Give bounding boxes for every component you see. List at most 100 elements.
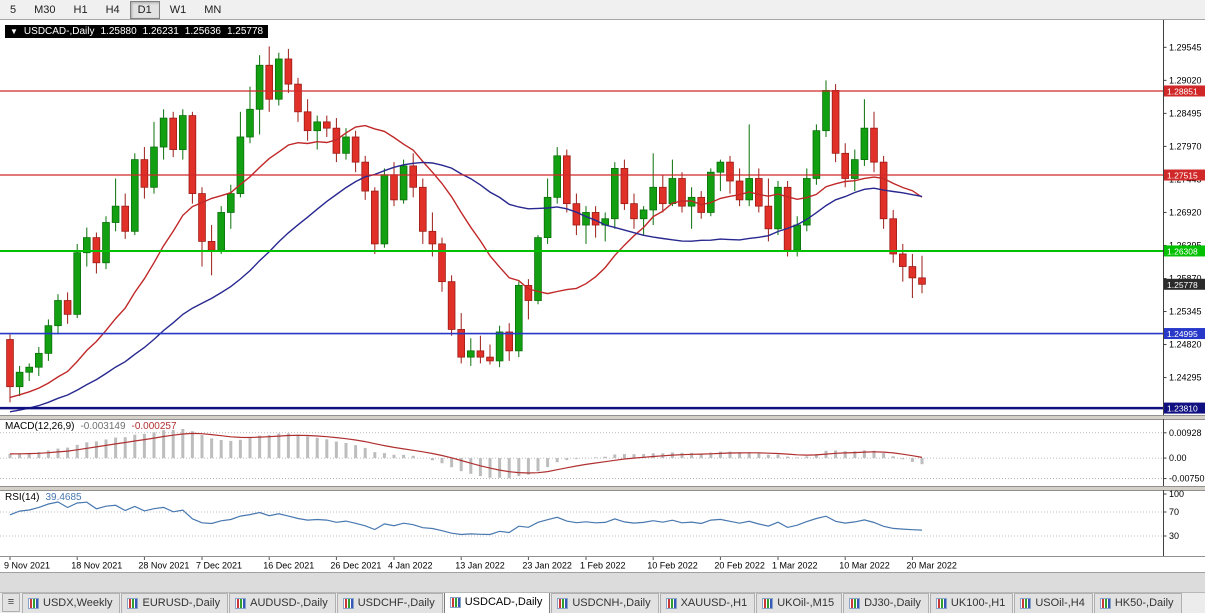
svg-text:26 Dec 2021: 26 Dec 2021 bbox=[330, 561, 381, 571]
chart-tab-label: USOil-,H4 bbox=[1035, 597, 1085, 609]
macd-indicator-label: MACD(12,26,9) -0.003149 -0.000257 bbox=[5, 421, 177, 432]
chart-tab-label: XAUUSD-,H1 bbox=[680, 597, 748, 609]
chart-tab-label: HK50-,Daily bbox=[1114, 597, 1174, 609]
rsi-line bbox=[9, 501, 923, 536]
chart-thumbnail-icon bbox=[849, 597, 861, 609]
horizontal-lines[interactable] bbox=[0, 90, 1163, 410]
svg-text:1.24820: 1.24820 bbox=[1169, 340, 1202, 350]
chart-tab-usdchf-daily[interactable]: USDCHF-,Daily bbox=[336, 593, 443, 613]
chart-tab-label: DJ30-,Daily bbox=[864, 597, 921, 609]
macd-main-value: -0.003149 bbox=[80, 421, 126, 432]
timeframe-button-5[interactable]: 5 bbox=[10, 3, 17, 16]
svg-text:16 Dec 2021: 16 Dec 2021 bbox=[263, 561, 314, 571]
macd-title: MACD(12,26,9) bbox=[5, 421, 75, 432]
bar-high-value: 1.26231 bbox=[142, 26, 179, 37]
chart-thumbnail-icon bbox=[935, 597, 947, 609]
chart-tab-usdcnh-daily[interactable]: USDCNH-,Daily bbox=[551, 593, 659, 613]
svg-text:1.25870: 1.25870 bbox=[1169, 274, 1202, 284]
chart-thumbnail-icon bbox=[1020, 597, 1032, 609]
svg-text:1.27970: 1.27970 bbox=[1169, 141, 1202, 151]
svg-text:13 Jan 2022: 13 Jan 2022 bbox=[455, 561, 505, 571]
chart-tab-label: UKOil-,M15 bbox=[777, 597, 835, 609]
timeframe-button-w1[interactable]: W1 bbox=[169, 3, 187, 16]
chart-tab-label: USDX,Weekly bbox=[43, 597, 113, 609]
timeframe-button-h4[interactable]: H4 bbox=[105, 3, 120, 16]
chart-thumbnail-icon bbox=[557, 597, 569, 609]
chart-thumbnail-icon bbox=[665, 597, 677, 609]
chart-tab-label: EURUSD-,Daily bbox=[142, 597, 221, 609]
svg-text:10 Mar 2022: 10 Mar 2022 bbox=[839, 561, 890, 571]
collapse-icon[interactable]: ▼ bbox=[10, 27, 18, 36]
chart-thumbnail-icon bbox=[449, 596, 461, 608]
ma-fast-line bbox=[9, 124, 923, 399]
svg-text:1.26920: 1.26920 bbox=[1169, 207, 1202, 217]
svg-text:20 Mar 2022: 20 Mar 2022 bbox=[906, 561, 957, 571]
svg-text:28 Nov 2021: 28 Nov 2021 bbox=[138, 561, 189, 571]
panel-separator[interactable] bbox=[0, 486, 1205, 491]
chart-tab-label: AUDUSD-,Daily bbox=[250, 597, 328, 609]
chart-tab-label: USDCNH-,Daily bbox=[572, 597, 651, 609]
svg-text:30: 30 bbox=[1169, 531, 1179, 541]
svg-text:4 Jan 2022: 4 Jan 2022 bbox=[388, 561, 433, 571]
chart-tab-label: USDCAD-,Daily bbox=[464, 596, 543, 608]
chart-tabbar: ≡ USDX,Weekly EURUSD-,Daily AUDUSD-,Daily US… bbox=[0, 592, 1205, 613]
chart-thumbnail-icon bbox=[762, 597, 774, 609]
svg-text:1.28495: 1.28495 bbox=[1169, 108, 1202, 118]
chart-thumbnail-icon bbox=[1099, 597, 1111, 609]
macd-signal-value: -0.000257 bbox=[131, 421, 177, 432]
svg-text:1.25345: 1.25345 bbox=[1169, 307, 1202, 317]
chart-tab-ukoil-m15[interactable]: UKOil-,M15 bbox=[756, 593, 843, 613]
svg-text:70: 70 bbox=[1169, 507, 1179, 517]
ma-slow-line bbox=[9, 161, 923, 413]
bar-open-value: 1.25880 bbox=[100, 26, 137, 37]
chart-tab-uk100-h1[interactable]: UK100-,H1 bbox=[929, 593, 1014, 613]
chart-tab-dj30-daily[interactable]: DJ30-,Daily bbox=[843, 593, 929, 613]
rsi-grid bbox=[0, 511, 1163, 537]
svg-text:-0.00750: -0.00750 bbox=[1169, 474, 1205, 484]
chart-tab-xauusd-h1[interactable]: XAUUSD-,H1 bbox=[659, 593, 756, 613]
timeframe-button-d1[interactable]: D1 bbox=[129, 0, 160, 19]
svg-text:1 Feb 2022: 1 Feb 2022 bbox=[580, 561, 626, 571]
timeframe-toolbar: 5 M30 H1 H4 D1 W1 MN bbox=[0, 0, 1205, 20]
chart-tab-usdcad-daily[interactable]: USDCAD-,Daily bbox=[443, 593, 551, 613]
scroll-strip bbox=[0, 572, 1205, 592]
macd-signal-line bbox=[9, 432, 923, 474]
timeframe-button-h1[interactable]: H1 bbox=[73, 3, 88, 16]
chart-svg[interactable]: 1.295451.290201.284951.279701.274451.269… bbox=[0, 20, 1205, 572]
date-axis: 9 Nov 2021 18 Nov 2021 28 Nov 2021 7 Dec 20… bbox=[4, 557, 957, 571]
rsi-axis: 100 70 30 bbox=[1163, 489, 1184, 556]
svg-text:1.29020: 1.29020 bbox=[1169, 75, 1202, 85]
svg-text:7 Dec 2021: 7 Dec 2021 bbox=[196, 561, 242, 571]
timeframe-button-m30[interactable]: M30 bbox=[34, 3, 56, 16]
svg-text:1.27515: 1.27515 bbox=[1167, 171, 1198, 181]
chart-tab-label: USDCHF-,Daily bbox=[357, 597, 435, 609]
chart-tab-eurusd-daily[interactable]: EURUSD-,Daily bbox=[121, 593, 229, 613]
svg-text:9 Nov 2021: 9 Nov 2021 bbox=[4, 561, 50, 571]
tab-list-menu-icon[interactable]: ≡ bbox=[2, 593, 20, 612]
chart-title-overlay: ▼ USDCAD-,Daily 1.25880 1.26231 1.25636 … bbox=[5, 25, 269, 38]
chart-tab-label: UK100-,H1 bbox=[950, 597, 1006, 609]
rsi-indicator-label: RSI(14) 39.4685 bbox=[5, 492, 82, 503]
macd-grid bbox=[0, 432, 1163, 479]
svg-text:23 Jan 2022: 23 Jan 2022 bbox=[522, 561, 572, 571]
svg-text:1.23810: 1.23810 bbox=[1167, 404, 1198, 414]
chart-thumbnail-icon bbox=[127, 597, 139, 609]
bar-close-value: 1.25778 bbox=[226, 26, 264, 37]
svg-text:1.24995: 1.24995 bbox=[1167, 329, 1198, 339]
svg-text:18 Nov 2021: 18 Nov 2021 bbox=[71, 561, 122, 571]
chart-thumbnail-icon bbox=[28, 597, 39, 609]
chart-area: 1.295451.290201.284951.279701.274451.269… bbox=[0, 20, 1205, 572]
svg-text:1.28851: 1.28851 bbox=[1167, 86, 1198, 96]
rsi-title: RSI(14) bbox=[5, 492, 40, 503]
chart-tab-audusd-daily[interactable]: AUDUSD-,Daily bbox=[229, 593, 336, 613]
chart-tab-hk50-daily[interactable]: HK50-,Daily bbox=[1093, 593, 1182, 613]
svg-text:1.26308: 1.26308 bbox=[1167, 246, 1198, 256]
chart-tab-usoil-h4[interactable]: USOil-,H4 bbox=[1014, 593, 1093, 613]
timeframe-button-mn[interactable]: MN bbox=[204, 3, 222, 16]
chart-thumbnail-icon bbox=[342, 597, 354, 609]
candles-layer bbox=[6, 46, 926, 403]
macd-axis: 0.00928 0.00 -0.00750 bbox=[1163, 419, 1205, 487]
chart-tab-usdx-weekly[interactable]: USDX,Weekly bbox=[22, 593, 121, 613]
panel-separator[interactable] bbox=[0, 415, 1205, 420]
